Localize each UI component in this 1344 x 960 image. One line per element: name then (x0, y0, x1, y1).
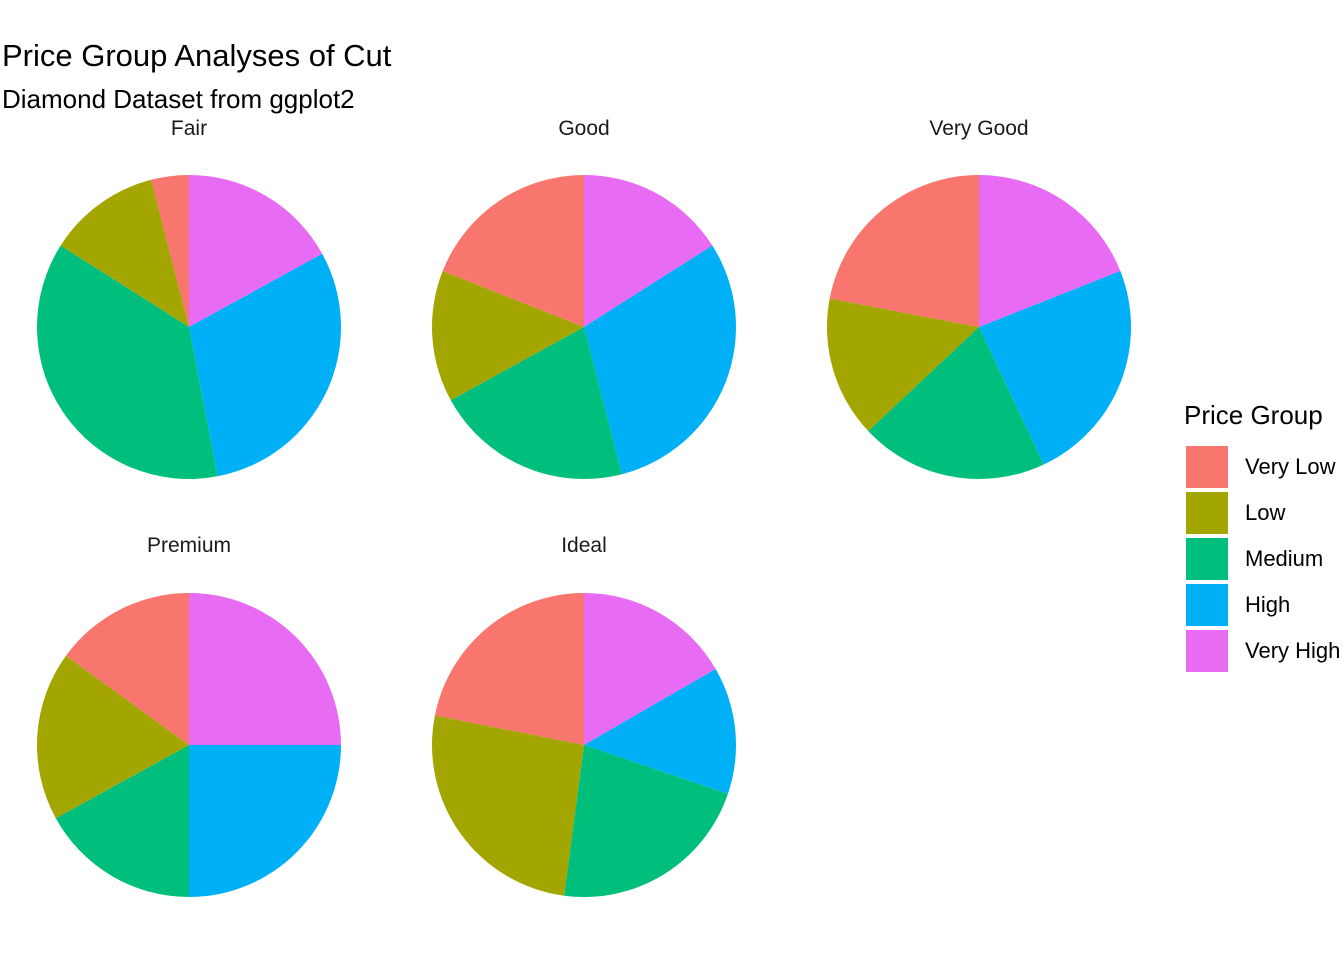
slice-ideal-low (432, 715, 584, 896)
legend-label-very-high: Very High (1245, 638, 1341, 663)
slice-good-very-high (584, 175, 713, 327)
pie-very-good (826, 175, 1132, 479)
facet-label-good: Good (558, 117, 609, 140)
slice-ideal-very-low (434, 593, 584, 745)
slice-fair-medium (36, 245, 218, 480)
facet-label-ideal: Ideal (561, 534, 607, 557)
slice-premium-very-low (66, 593, 189, 745)
chart-subtitle: Diamond Dataset from ggplot2 (2, 84, 355, 114)
slice-fair-very-low (151, 175, 189, 327)
legend-label-medium: Medium (1245, 546, 1324, 571)
legend-item-medium: Medium (1184, 536, 1340, 582)
slice-very-good-very-low (829, 175, 979, 327)
legend-key-medium (1186, 538, 1228, 580)
slice-very-good-low (826, 298, 979, 432)
slice-fair-high (189, 253, 342, 477)
legend-label-high: High (1245, 592, 1291, 617)
legend-label-very-low: Very Low (1245, 454, 1336, 479)
slice-good-high (584, 245, 737, 475)
pie-premium (36, 593, 341, 898)
legend-item-high: High (1184, 582, 1340, 628)
slice-ideal-high (584, 669, 736, 794)
legend-item-low: Low (1184, 490, 1340, 536)
legend: Price Group Very Low Low Medium High Ver… (1184, 400, 1340, 674)
facet-label-fair: Fair (171, 117, 207, 140)
slice-fair-low (60, 179, 189, 327)
legend-key-very-low (1186, 446, 1228, 488)
slice-ideal-medium (564, 745, 728, 897)
legend-item-very-low: Very Low (1184, 444, 1340, 490)
slice-good-medium (450, 327, 622, 479)
legend-key-very-high (1186, 630, 1228, 672)
slice-good-very-low (442, 175, 584, 327)
slice-good-low (431, 271, 584, 401)
slice-premium-very-high (189, 593, 341, 745)
slice-ideal-very-high (584, 593, 716, 745)
slice-fair-very-high (189, 175, 323, 327)
legend-item-very-high: Very High (1184, 628, 1340, 674)
slice-premium-low (36, 655, 189, 819)
slice-very-good-medium (868, 327, 1044, 479)
slice-premium-medium (55, 745, 189, 898)
slice-premium-high (189, 745, 341, 897)
pie-ideal (432, 593, 736, 897)
legend-key-high (1186, 584, 1228, 626)
slice-very-good-high (979, 271, 1132, 465)
legend-key-low (1186, 492, 1228, 534)
slice-very-good-very-high (979, 175, 1121, 327)
legend-label-low: Low (1245, 500, 1286, 525)
chart-title: Price Group Analyses of Cut (2, 38, 392, 73)
facet-label-premium: Premium (147, 534, 231, 557)
facet-label-very-good: Very Good (929, 117, 1028, 140)
legend-title: Price Group (1184, 400, 1323, 430)
pie-good (431, 175, 737, 479)
pie-fair (36, 175, 342, 480)
